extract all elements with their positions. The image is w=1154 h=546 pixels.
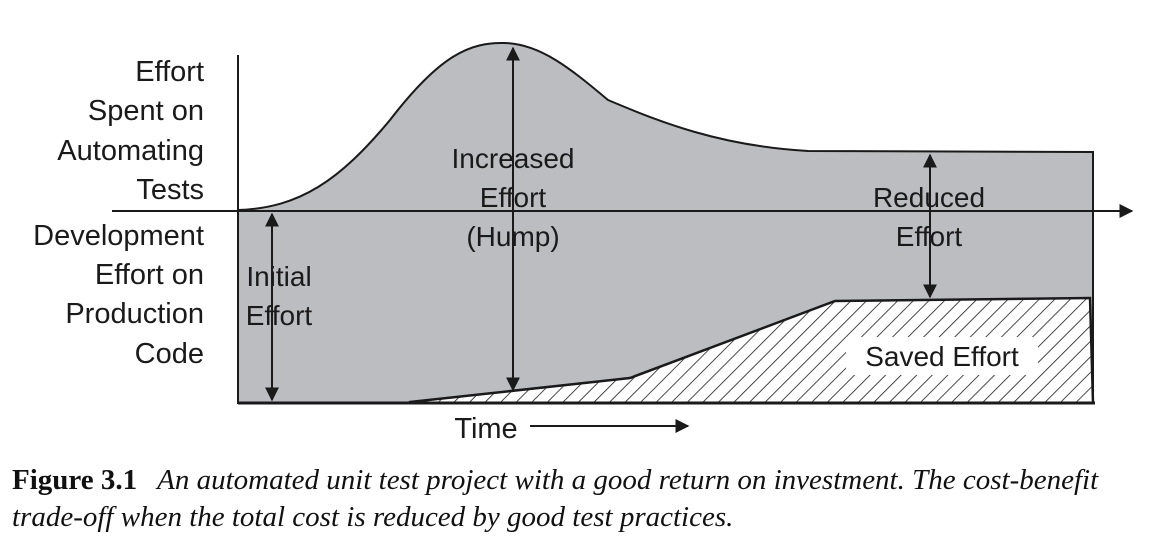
y-axis-lower-label: Development Effort on Production Code [33, 220, 204, 370]
svg-text:Effort on: Effort on [95, 259, 204, 291]
svg-text:Effort: Effort [135, 56, 204, 88]
figure-number: Figure 3.1 [12, 464, 138, 496]
svg-text:Automating: Automating [57, 135, 204, 167]
svg-text:Effort: Effort [480, 182, 547, 213]
svg-text:Tests: Tests [136, 174, 204, 206]
y-axis-upper-label: Effort Spent on Automating Tests [57, 56, 204, 206]
figure-caption-text: An automated unit test project with a go… [12, 464, 1099, 533]
svg-text:Initial: Initial [246, 261, 311, 292]
svg-text:Spent on: Spent on [88, 95, 204, 127]
svg-text:Production: Production [65, 298, 204, 330]
svg-text:Code: Code [135, 338, 204, 370]
increased-effort-label: Increased Effort (Hump) [452, 143, 575, 252]
reduced-effort-label: Reduced Effort [873, 182, 985, 252]
initial-effort-label: Initial Effort [246, 261, 313, 331]
x-axis-label: Time [454, 413, 517, 445]
figure-caption: Figure 3.1 An automated unit test project… [12, 462, 1152, 536]
svg-text:(Hump): (Hump) [466, 221, 559, 252]
svg-text:Effort: Effort [896, 221, 963, 252]
svg-text:Effort: Effort [246, 300, 313, 331]
saved-effort-label-bg [846, 337, 1038, 375]
svg-text:Increased: Increased [452, 143, 575, 174]
svg-text:Development: Development [33, 220, 204, 252]
saved-effort-label: Saved Effort [865, 341, 1019, 372]
svg-text:Reduced: Reduced [873, 182, 985, 213]
